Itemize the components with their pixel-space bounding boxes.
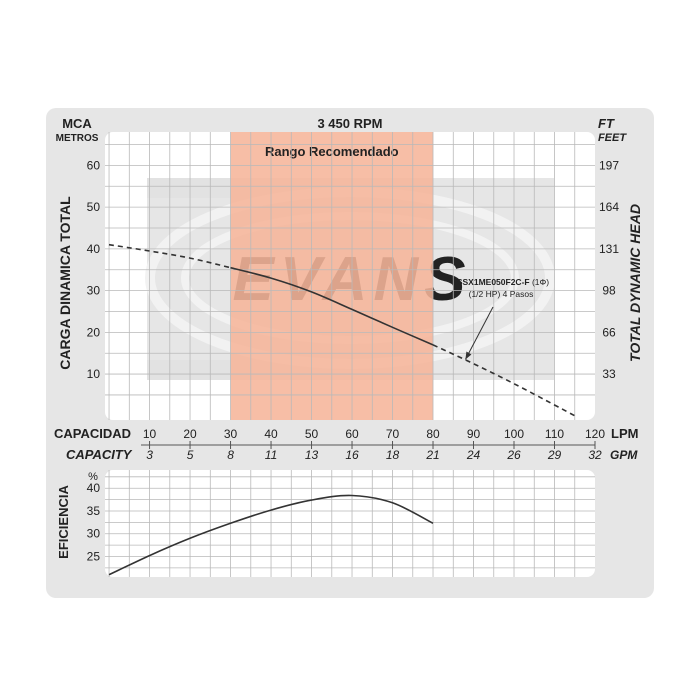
eff-tick-label: 35 (87, 504, 101, 518)
efficiency-plot-area (105, 470, 595, 577)
lpm-tick-label: 60 (345, 427, 359, 441)
callout-model-text: SSX1ME050F2C-F (1Φ) (457, 277, 549, 287)
right-unit-top: FT (598, 116, 615, 131)
head-axis-title-left: CARGA DINAMICA TOTAL (57, 196, 73, 370)
left-unit-top: MCA (62, 116, 92, 131)
head-curve-dashed-high (432, 344, 576, 417)
callout-leader-line (464, 306, 494, 360)
head-tick-label-mca: 30 (87, 284, 101, 298)
head-tick-label-ft: 131 (599, 242, 619, 256)
head-curve-solid (230, 266, 434, 346)
gpm-tick-label: 26 (506, 448, 521, 462)
capacidad-label: CAPACIDAD (54, 426, 131, 441)
head-tick-label-ft: 164 (599, 200, 619, 214)
lpm-unit-label: LPM (611, 426, 638, 441)
callout-model-phase: (1Φ) (530, 277, 550, 287)
gpm-tick-label: 16 (345, 448, 359, 462)
lpm-tick-label: 120 (585, 427, 605, 441)
efficiency-plot-layer: 25 30 35 40 (87, 470, 595, 577)
efficiency-axis-title: EFICIENCIA (56, 485, 71, 559)
gpm-tick-label: 32 (588, 448, 602, 462)
lpm-tick-label: 80 (426, 427, 440, 441)
head-tick-label-mca: 10 (87, 367, 101, 381)
gpm-tick-label: 11 (265, 448, 277, 462)
gpm-tick-label: 3 (146, 448, 153, 462)
lpm-tick-label: 40 (264, 427, 278, 441)
rpm-label: 3 450 RPM (317, 116, 382, 131)
efficiency-curve (108, 494, 434, 576)
callout-model-code: SSX1ME050F2C-F (457, 277, 530, 287)
callout-hp-text: (1/2 HP) 4 Pasos (469, 289, 534, 299)
head-plot-layer: EVANSRango Recomendado103320663098401315… (87, 132, 619, 420)
lpm-tick-label: 50 (305, 427, 319, 441)
lpm-tick-label: 20 (183, 427, 197, 441)
gpm-tick-label: 29 (547, 448, 562, 462)
right-unit-bottom: FEET (598, 132, 627, 144)
lpm-tick-label: 70 (386, 427, 400, 441)
head-tick-label-mca: 50 (87, 200, 101, 214)
eff-tick-label: 30 (87, 527, 101, 541)
head-tick-label-ft: 66 (602, 325, 616, 339)
head-tick-label-mca: 60 (87, 158, 101, 172)
gpm-tick-label: 8 (227, 448, 234, 462)
efficiency-unit: % (88, 471, 98, 483)
gpm-tick-label: 5 (187, 448, 194, 462)
left-unit-bottom: METROS (56, 133, 99, 144)
head-tick-label-ft: 197 (599, 158, 619, 172)
head-axis-title-right: TOTAL DYNAMIC HEAD (627, 204, 643, 362)
gpm-tick-label: 18 (386, 448, 400, 462)
gpm-unit-label: GPM (610, 448, 638, 462)
gpm-tick-label: 24 (466, 448, 481, 462)
lpm-tick-label: 110 (545, 427, 564, 441)
head-tick-label-mca: 20 (87, 325, 101, 339)
capacity-axis: 10 3 20 5 30 8 40 11 50 13 60 16 70 18 80 21 90 24 100 26 11… (141, 427, 605, 462)
gpm-tick-label: 21 (425, 448, 439, 462)
lpm-tick-label: 10 (143, 427, 157, 441)
lpm-tick-label: 100 (504, 427, 524, 441)
capacity-label: CAPACITY (66, 447, 133, 462)
lpm-tick-label: 90 (467, 427, 481, 441)
head-tick-label-ft: 33 (602, 367, 616, 381)
head-tick-label-mca: 40 (87, 242, 101, 256)
callout-arrowhead (465, 351, 472, 360)
gpm-tick-label: 13 (305, 448, 319, 462)
head-tick-label-ft: 98 (602, 284, 616, 298)
lpm-tick-label: 30 (224, 427, 238, 441)
eff-tick-label: 25 (87, 550, 101, 564)
eff-tick-label: 40 (87, 481, 101, 495)
